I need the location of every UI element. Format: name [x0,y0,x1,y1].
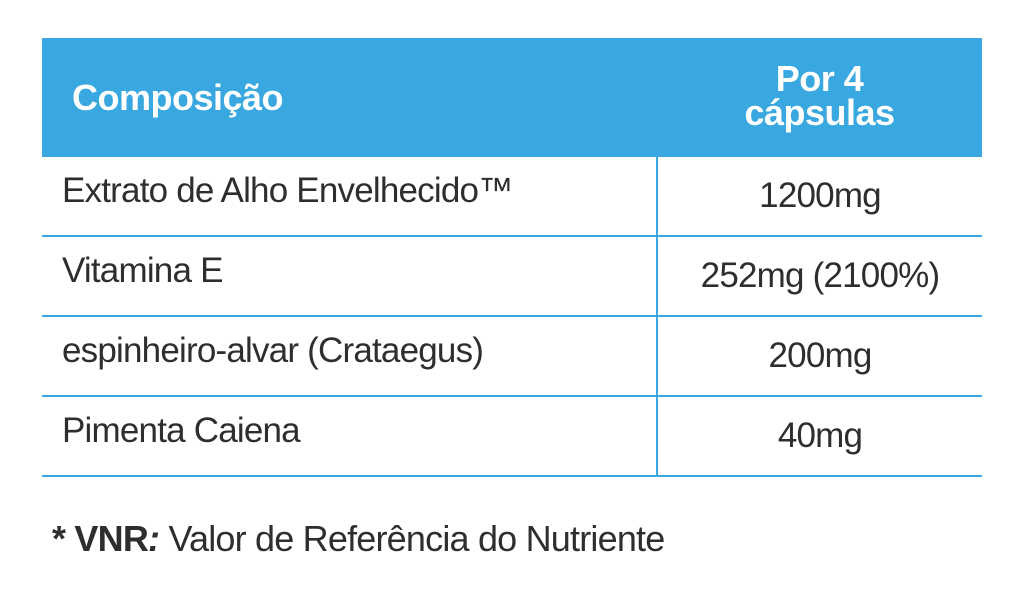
table-row: Pimenta Caiena 40mg [42,396,982,477]
ingredient-cell: espinheiro-alvar (Crataegus) [42,316,658,397]
ingredient-cell: Vitamina E [42,236,658,317]
table-row: espinheiro-alvar (Crataegus) 200mg [42,316,982,397]
footnote: * VNR: Valor de Referência do Nutriente [52,518,665,560]
header-cell: Por 4 cápsulas [657,38,982,157]
header-cell: Composição [42,38,657,157]
amount-cell: 40mg [657,396,982,477]
footnote-text: Valor de Referência do Nutriente [168,518,665,559]
table-body: Extrato de Alho Envelhecido™ 1200mg Vitami… [42,157,982,477]
footnote-term: VNR [74,518,149,559]
table-row: Vitamina E 252mg (2100%) [42,236,982,317]
amount-cell: 200mg [657,316,982,397]
table-row: Extrato de Alho Envelhecido™ 1200mg [42,157,982,237]
footnote-colon: : [148,518,160,559]
composition-table: Composição Por 4 cápsulas Extrato de Alh… [42,38,982,477]
footnote-marker: * [52,518,66,559]
header-text: Por 4 cápsulas [744,57,895,133]
amount-cell: 1200mg [657,157,982,237]
amount-cell: 252mg (2100%) [657,236,982,317]
header-row: Composição Por 4 cápsulas [42,38,982,157]
ingredient-cell: Pimenta Caiena [42,396,658,477]
ingredient-cell: Extrato de Alho Envelhecido™ [42,157,658,237]
